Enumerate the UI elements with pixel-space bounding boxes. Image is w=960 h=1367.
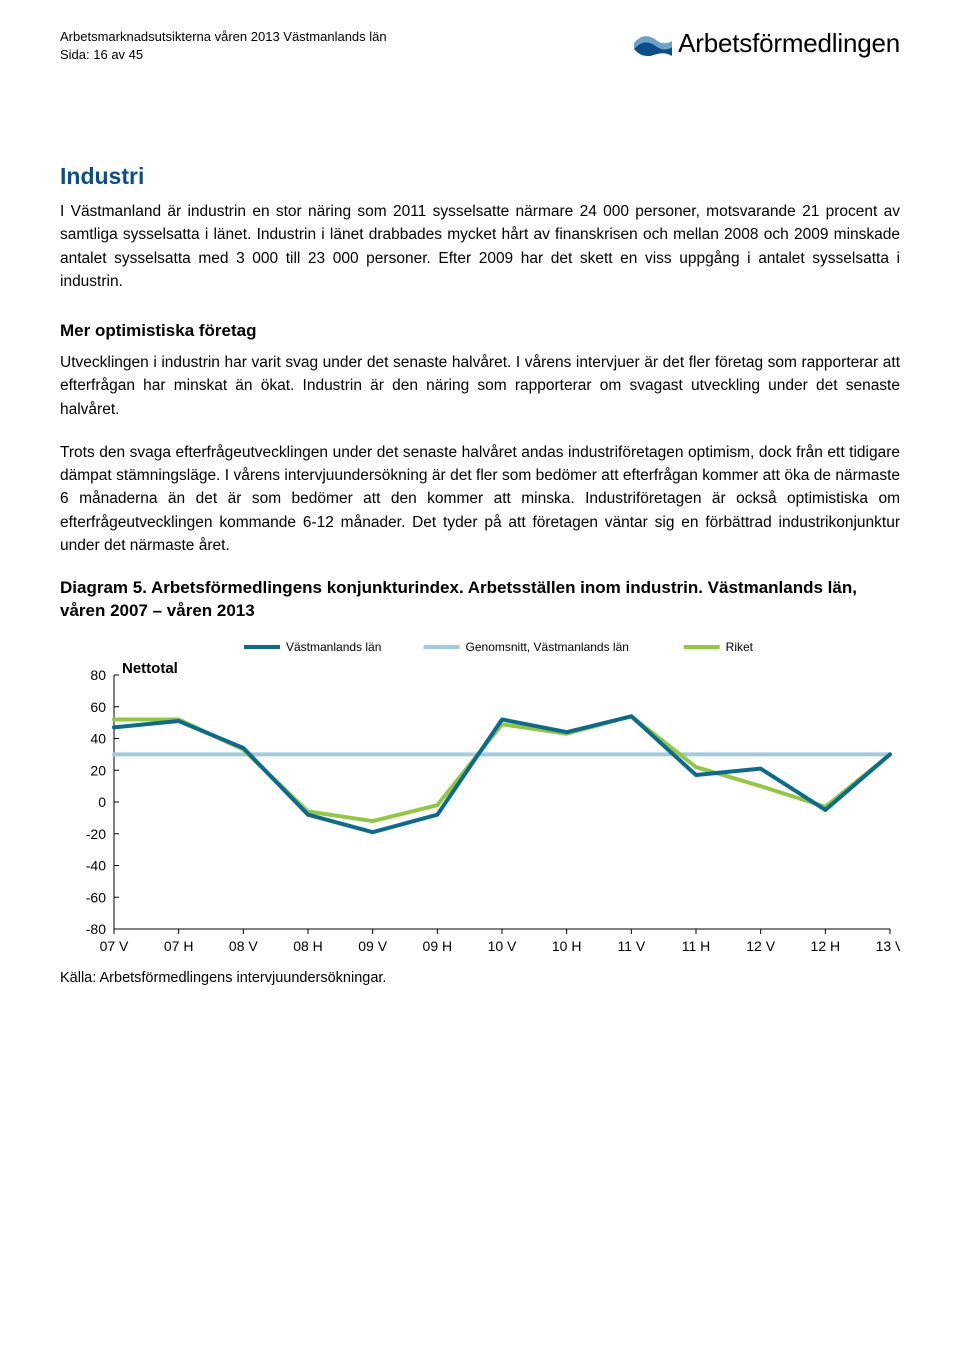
svg-text:80: 80 [90,667,106,683]
svg-text:Genomsnitt, Västmanlands län: Genomsnitt, Västmanlands län [466,640,629,654]
para-3: Trots den svaga efterfrågeutvecklingen u… [60,441,900,557]
diagram-title: Diagram 5. Arbetsförmedlingens konjunktu… [60,577,900,623]
svg-text:12 H: 12 H [811,938,841,954]
svg-text:0: 0 [98,794,106,810]
svg-text:07 H: 07 H [164,938,194,954]
svg-text:10 H: 10 H [552,938,582,954]
page-number: Sida: 16 av 45 [60,46,387,64]
svg-text:11 V: 11 V [617,938,645,954]
logo-text: Arbetsförmedlingen [678,28,900,59]
svg-text:11 H: 11 H [682,938,711,954]
chart: Västmanlands län Genomsnitt, Västmanlands… [60,631,900,966]
svg-text:20: 20 [90,762,106,778]
doc-title: Arbetsmarknadsutsikterna våren 2013 Väst… [60,28,387,46]
svg-text:13 V: 13 V [876,938,900,954]
section-title: Industri [60,163,900,190]
logo: Arbetsförmedlingen [634,28,900,59]
svg-text:10 V: 10 V [488,938,517,954]
subheading: Mer optimistiska företag [60,321,900,341]
logo-icon [634,31,672,57]
para-2: Utvecklingen i industrin har varit svag … [60,351,900,421]
svg-text:40: 40 [90,730,106,746]
svg-text:08 H: 08 H [293,938,323,954]
source-text: Källa: Arbetsförmedlingens intervjuunder… [60,970,900,986]
svg-text:60: 60 [90,699,106,715]
svg-text:-80: -80 [86,921,106,937]
svg-text:-60: -60 [86,889,106,905]
header-left: Arbetsmarknadsutsikterna våren 2013 Väst… [60,28,387,63]
page-header: Arbetsmarknadsutsikterna våren 2013 Väst… [60,28,900,63]
svg-text:-40: -40 [86,857,106,873]
para-1: I Västmanland är industrin en stor närin… [60,200,900,293]
svg-text:Västmanlands län: Västmanlands län [286,640,381,654]
svg-text:-20: -20 [86,826,106,842]
svg-text:Nettotal: Nettotal [122,660,178,677]
line-chart-svg: Västmanlands län Genomsnitt, Västmanlands… [60,631,900,961]
svg-text:09 H: 09 H [423,938,453,954]
svg-text:08 V: 08 V [229,938,258,954]
svg-text:09 V: 09 V [358,938,387,954]
svg-text:Riket: Riket [726,640,754,654]
svg-text:07 V: 07 V [100,938,129,954]
svg-text:12 V: 12 V [746,938,775,954]
